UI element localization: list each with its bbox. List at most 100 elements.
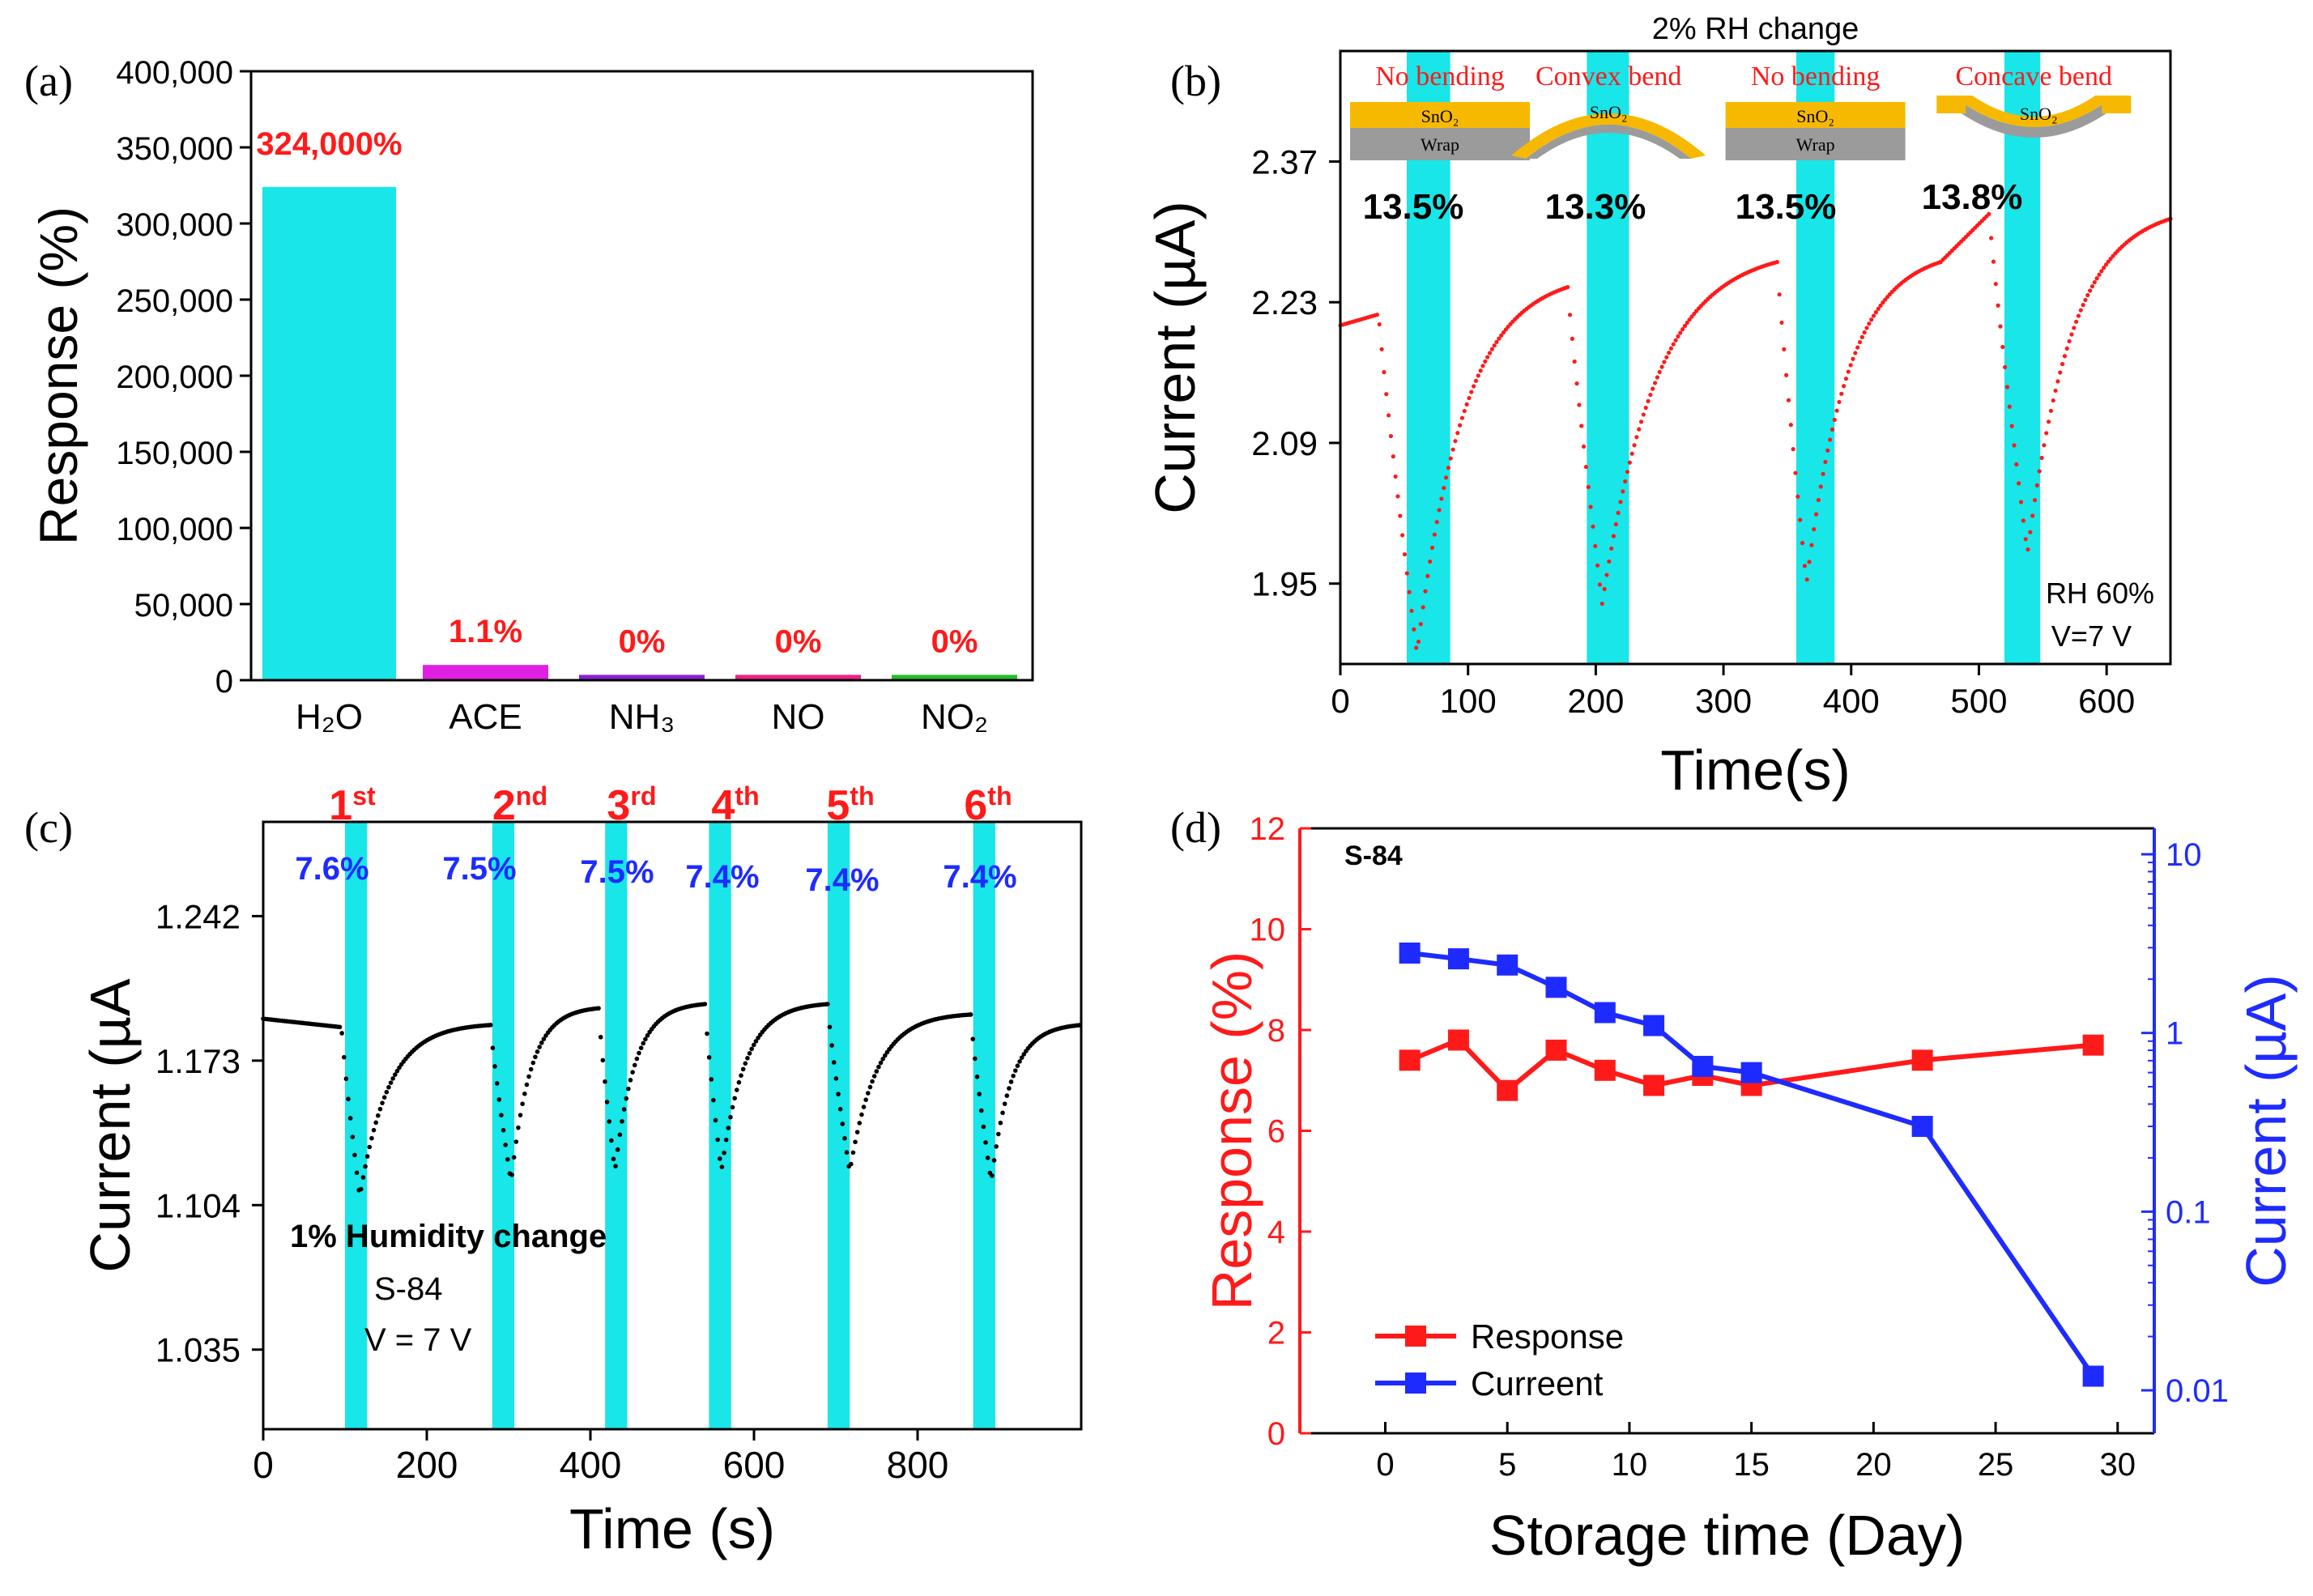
y-tick-label: 50,000 — [134, 588, 233, 624]
y-tick-label: 2.37 — [1251, 143, 1318, 181]
y-tick-label: 1.104 — [155, 1186, 241, 1224]
wrap-layer-2 — [1725, 128, 1906, 160]
y-left-tick-label: 12 — [1250, 811, 1286, 847]
x-tick-label: 500 — [1950, 682, 2007, 720]
stimulus-band-3 — [2004, 51, 2041, 664]
humidity-annotation: 1% Humidity change — [290, 1219, 607, 1254]
concave-sno2-text: SnO₂ — [2020, 104, 2058, 124]
x-tick-label: 600 — [2078, 682, 2135, 720]
y-tick-label: 1.242 — [155, 897, 241, 935]
sno2-layer-2 — [1725, 102, 1906, 128]
y-tick-label: 2.09 — [1251, 424, 1318, 462]
voltage-annotation: V = 7 V — [364, 1322, 472, 1358]
bend-state-label: No bending — [1375, 62, 1505, 92]
bend-state-label: No bending — [1751, 62, 1881, 92]
current-curve-b — [1338, 211, 2173, 650]
y-axis-label-a: Response (%) — [28, 206, 88, 545]
series-1-marker — [1399, 942, 1421, 964]
x-tick-label: 800 — [887, 1444, 949, 1486]
bar-0 — [262, 186, 396, 680]
stimulus-band-3 — [709, 822, 731, 1429]
x-tick-label: 100 — [1440, 682, 1497, 720]
y-tick-label: 100,000 — [116, 512, 233, 547]
x-tick-label: 300 — [1695, 682, 1752, 720]
x-tick-label: 10 — [1612, 1447, 1648, 1483]
y-tick-label: 0 — [215, 664, 233, 700]
y-left-tick-label: 0 — [1267, 1416, 1285, 1452]
convex-sno2 — [1511, 113, 1706, 159]
series-1-marker — [1545, 977, 1567, 998]
response-label: 7.5% — [442, 851, 516, 887]
series-line-1 — [1409, 951, 2096, 1378]
concave-sno2 — [1953, 96, 2115, 127]
stimulus-band-1 — [1587, 51, 1629, 664]
x-tick-label: 0 — [1331, 682, 1349, 720]
bar-value-label: 324,000% — [256, 126, 402, 162]
series-1-marker — [1740, 1062, 1762, 1083]
sample-label: S-84 — [1344, 841, 1403, 871]
legend-marker-0 — [1405, 1326, 1426, 1347]
y-right-tick-label: 1 — [2166, 1016, 2183, 1052]
sample-annotation: S-84 — [374, 1271, 443, 1307]
y-right-tick-label: 0.1 — [2166, 1194, 2211, 1230]
panel-label-a: (a) — [24, 57, 73, 105]
x-tick-label: 400 — [560, 1444, 622, 1486]
panel-d: (d)S-840 5 10 15 20 25 300246810120.010.1110Re… — [1170, 803, 2298, 1567]
y-left-tick-label: 6 — [1267, 1114, 1285, 1150]
legend-marker-1 — [1405, 1373, 1426, 1394]
x-tick-label: 0 — [1376, 1447, 1394, 1483]
x-tick-label: 25 — [1978, 1447, 2014, 1483]
x-axis-label-c: Time (s) — [569, 1497, 775, 1560]
stimulus-band-1 — [492, 822, 515, 1429]
wrap-text: Wrap — [1421, 134, 1459, 155]
x-tick-label: 20 — [1855, 1447, 1892, 1483]
series-1-marker — [1692, 1055, 1714, 1077]
rh-annotation: RH 60% — [2046, 577, 2154, 610]
x-tick-label: 30 — [2100, 1447, 2136, 1483]
current-curve-c — [261, 1002, 1082, 1193]
series-1-marker — [1643, 1015, 1665, 1036]
y-axis-label-c: Current (µA — [79, 978, 142, 1273]
response-label: 13.5% — [1736, 187, 1837, 227]
bar-value-label: 0% — [775, 624, 822, 659]
cycle-ordinal-2: 3rd — [607, 781, 656, 829]
x-tick-label: 0 — [253, 1444, 274, 1486]
y-tick-label: 1.95 — [1251, 565, 1318, 603]
bar-value-label: 1.1% — [449, 614, 522, 649]
x-tick-label: 200 — [1567, 682, 1624, 720]
x-tick-label: 400 — [1823, 682, 1880, 720]
y-tick-label: 200,000 — [116, 360, 233, 395]
y-left-tick-label: 2 — [1267, 1316, 1285, 1351]
y-tick-label: 1.035 — [155, 1331, 241, 1369]
concave-sno2-right — [2102, 96, 2132, 113]
bend-state-label: Convex bend — [1536, 62, 1681, 92]
y-left-tick-label: 8 — [1267, 1013, 1285, 1049]
response-label: 7.4% — [943, 859, 1016, 895]
x-tick-label: 5 — [1498, 1447, 1516, 1483]
series-1-marker — [1911, 1116, 1933, 1138]
sno2-text: SnO₂ — [1421, 106, 1459, 126]
cycle-ordinal-0: 1st — [329, 781, 376, 829]
x-tick-label: NO — [772, 697, 825, 737]
y-right-tick-label: 0.01 — [2166, 1373, 2229, 1409]
concave-wrap — [1938, 96, 2130, 138]
panel-a: (a) 324,000% H₂O 1.1% ACE 0% NH₃ 0% NO 0% NO₂ 0 50,0… — [24, 55, 1034, 737]
convex-wrap — [1526, 125, 1692, 159]
panel-c: (c) 0 200 400 600 800 1.035 1.104 1.173 1.242 Time… — [24, 781, 1083, 1560]
convex-sno2-text: SnO₂ — [1590, 102, 1628, 122]
panel-label-d: (d) — [1170, 803, 1221, 852]
wrap-text: Wrap — [1796, 134, 1835, 155]
y-axis-label-b: Current (µA) — [1144, 201, 1207, 514]
panel-label-b: (b) — [1170, 57, 1221, 105]
panel-label-c: (c) — [24, 803, 73, 852]
y-tick-label: 150,000 — [116, 436, 233, 471]
x-tick-label: 200 — [396, 1444, 458, 1486]
y-left-tick-label: 4 — [1267, 1215, 1285, 1250]
series-0-marker — [1594, 1059, 1616, 1081]
series-0-marker — [1399, 1049, 1421, 1071]
y-left-axis-label: Response (%) — [1200, 951, 1263, 1311]
response-label: 7.5% — [580, 854, 654, 890]
response-label: 7.6% — [295, 851, 368, 887]
x-tick-label: H₂O — [296, 697, 363, 737]
